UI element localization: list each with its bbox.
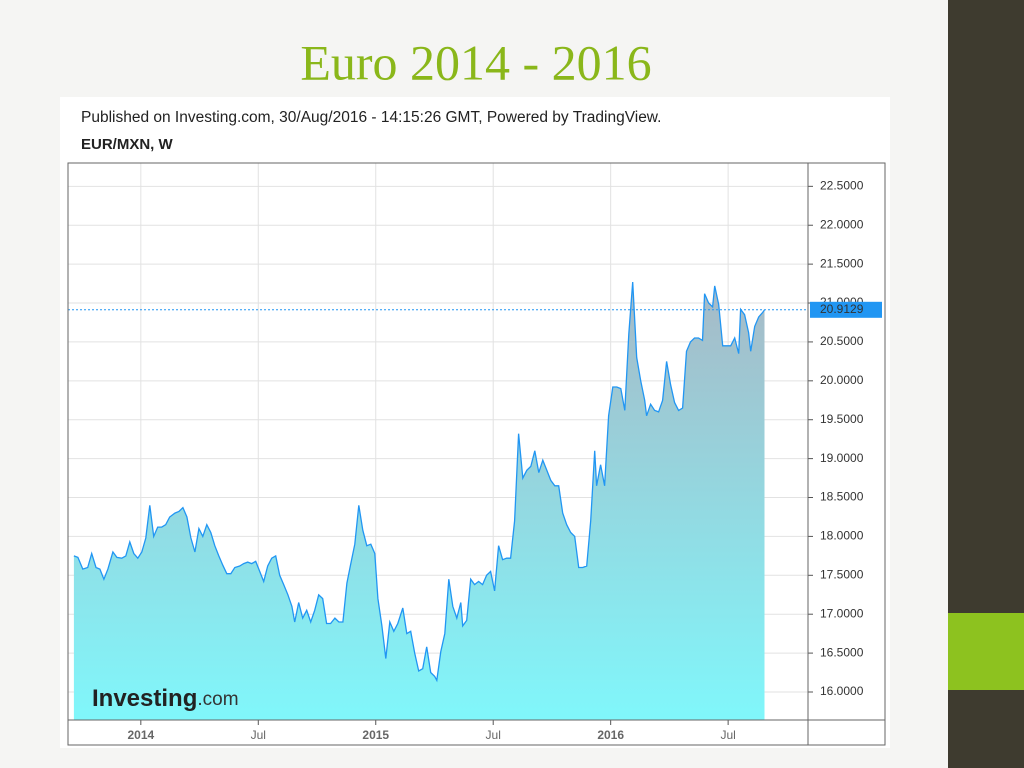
y-tick-label: 19.5000: [820, 412, 864, 426]
last-value-label: 20.9129: [820, 302, 864, 316]
last-value-box: [810, 301, 882, 318]
x-tick-label: 2015: [362, 728, 389, 742]
chart-title: Published on Investing.com, 30/Aug/2016 …: [81, 109, 661, 126]
watermark-suffix: .com: [197, 689, 238, 710]
y-tick-label: 22.0000: [820, 217, 864, 231]
x-tick-label: 2016: [597, 728, 624, 742]
y-tick-label: 21.5000: [820, 256, 864, 270]
y-tick-label: 16.0000: [820, 684, 864, 698]
y-tick-label: 22.5000: [820, 179, 864, 193]
watermark: Investing.com: [92, 685, 239, 712]
y-tick-label: 17.0000: [820, 606, 864, 620]
x-tick-label: Jul: [251, 728, 266, 742]
x-tick-label: 2014: [127, 728, 154, 742]
y-tick-label: 20.0000: [820, 373, 864, 387]
chart-subtitle: EUR/MXN, W: [81, 136, 174, 153]
slide-title: Euro 2014 - 2016: [300, 34, 651, 90]
y-tick-label: 20.5000: [820, 334, 864, 348]
y-tick-label: 18.5000: [820, 490, 864, 504]
x-tick-label: Jul: [720, 728, 735, 742]
y-tick-label: 18.0000: [820, 529, 864, 543]
watermark-brand: Investing: [92, 685, 197, 712]
side-accent: [948, 613, 1024, 690]
area: [73, 282, 765, 720]
x-tick-label: Jul: [486, 728, 501, 742]
y-tick-label: 16.5000: [820, 645, 864, 659]
y-tick-label: 19.0000: [820, 451, 864, 465]
chart-frame: [67, 162, 886, 746]
line: [73, 281, 766, 683]
y-tick-label: 17.5000: [820, 567, 864, 581]
